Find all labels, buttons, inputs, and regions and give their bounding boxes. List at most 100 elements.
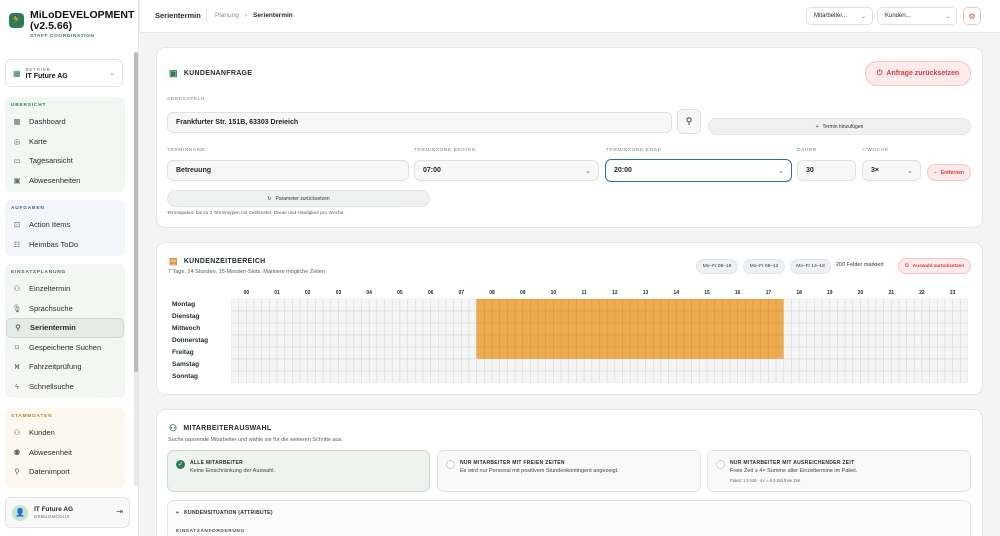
time-slot[interactable] <box>407 299 416 312</box>
time-slot[interactable] <box>514 358 523 372</box>
time-slot[interactable] <box>844 370 854 383</box>
time-slot-selected[interactable] <box>568 310 577 324</box>
time-slot[interactable] <box>261 322 270 336</box>
time-slot-selected[interactable] <box>645 299 654 312</box>
time-slot[interactable] <box>852 334 861 348</box>
time-slot[interactable] <box>875 322 884 336</box>
time-slot-selected[interactable] <box>752 334 761 348</box>
time-slot[interactable] <box>921 346 930 360</box>
time-slot[interactable] <box>445 346 454 360</box>
time-slot[interactable] <box>353 334 362 348</box>
time-slot[interactable] <box>867 299 877 312</box>
scrollbar-thumb[interactable] <box>134 52 138 372</box>
time-slot[interactable] <box>791 334 800 348</box>
time-slot[interactable] <box>261 299 270 312</box>
time-slot-selected[interactable] <box>737 346 746 360</box>
time-slot[interactable] <box>752 358 761 372</box>
time-slot[interactable] <box>821 299 831 312</box>
time-slot[interactable] <box>315 299 324 312</box>
time-slot[interactable] <box>276 334 285 348</box>
time-slot[interactable] <box>729 370 738 383</box>
time-slot[interactable] <box>284 346 293 360</box>
time-slot-selected[interactable] <box>553 334 562 348</box>
time-slot[interactable] <box>292 346 301 360</box>
time-slot-selected[interactable] <box>507 334 516 348</box>
time-slot[interactable] <box>914 322 923 336</box>
time-slot[interactable] <box>898 310 907 324</box>
time-slot-selected[interactable] <box>706 299 715 312</box>
time-slot-selected[interactable] <box>622 346 631 360</box>
entfernen-button[interactable]: − Entfernen <box>927 164 971 181</box>
time-slot-selected[interactable] <box>768 322 777 336</box>
time-slot[interactable] <box>906 322 915 336</box>
time-slot-selected[interactable] <box>583 334 593 348</box>
time-slot[interactable] <box>491 370 500 383</box>
time-slot[interactable] <box>507 370 516 383</box>
time-slot[interactable] <box>821 322 831 336</box>
time-slot-selected[interactable] <box>491 322 500 336</box>
time-slot-selected[interactable] <box>507 322 516 336</box>
time-slot[interactable] <box>722 370 731 383</box>
time-slot[interactable] <box>461 322 470 336</box>
time-slot-selected[interactable] <box>591 322 600 336</box>
time-slot-selected[interactable] <box>537 322 547 336</box>
time-slot[interactable] <box>944 310 953 324</box>
time-slot[interactable] <box>246 370 255 383</box>
time-slot[interactable] <box>530 358 539 372</box>
time-slot[interactable] <box>890 358 900 372</box>
time-slot[interactable] <box>829 322 838 336</box>
option-freie-zeiten[interactable]: NUR MITARBEITER MIT FREIEN ZEITEN Es wir… <box>437 450 701 492</box>
time-slot-selected[interactable] <box>775 310 785 324</box>
time-slot-selected[interactable] <box>537 346 547 360</box>
time-slot[interactable] <box>253 370 262 383</box>
time-slot[interactable] <box>791 322 800 336</box>
time-slot[interactable] <box>860 334 869 348</box>
time-slot[interactable] <box>652 358 662 372</box>
time-slot[interactable] <box>745 358 754 372</box>
time-slot-selected[interactable] <box>576 310 585 324</box>
time-slot-selected[interactable] <box>606 299 616 312</box>
time-slot[interactable] <box>660 358 669 372</box>
time-slot[interactable] <box>952 358 961 372</box>
time-slot-selected[interactable] <box>530 346 539 360</box>
time-slot[interactable] <box>361 358 370 372</box>
time-slot[interactable] <box>583 370 593 383</box>
time-slot[interactable] <box>476 370 485 383</box>
time-slot[interactable] <box>307 358 316 372</box>
time-slot[interactable] <box>537 358 547 372</box>
time-slot-selected[interactable] <box>599 346 608 360</box>
time-slot-selected[interactable] <box>576 299 585 312</box>
time-slot-selected[interactable] <box>476 334 485 348</box>
sidebar-item-datenimport[interactable]: ⚲ Datenimport <box>6 462 124 482</box>
time-slot[interactable] <box>391 346 401 360</box>
sidebar-item-kunden[interactable]: ⚇ Kunden <box>6 423 124 443</box>
time-slot[interactable] <box>914 370 923 383</box>
time-slot[interactable] <box>622 358 631 372</box>
time-slot[interactable] <box>783 299 792 312</box>
time-slot-selected[interactable] <box>545 334 554 348</box>
check-icon[interactable]: ✓ <box>176 460 185 469</box>
time-slot[interactable] <box>384 358 393 372</box>
time-slot[interactable] <box>568 370 577 383</box>
terminname-input[interactable]: Betreuung <box>167 160 409 181</box>
time-slot[interactable] <box>921 358 930 372</box>
time-slot-selected[interactable] <box>699 310 708 324</box>
time-slot[interactable] <box>361 322 370 336</box>
time-slot-selected[interactable] <box>691 299 700 312</box>
time-slot-selected[interactable] <box>775 334 785 348</box>
time-slot-selected[interactable] <box>722 310 731 324</box>
time-slot[interactable] <box>714 358 723 372</box>
time-slot[interactable] <box>238 346 247 360</box>
time-slot[interactable] <box>338 322 347 336</box>
time-slot[interactable] <box>261 310 270 324</box>
time-slot[interactable] <box>860 310 869 324</box>
time-slot[interactable] <box>837 370 846 383</box>
time-slot-selected[interactable] <box>683 334 692 348</box>
time-slot[interactable] <box>246 358 255 372</box>
time-slot[interactable] <box>929 370 938 383</box>
time-slot-selected[interactable] <box>706 310 715 324</box>
time-slot-selected[interactable] <box>683 310 692 324</box>
time-slot[interactable] <box>852 322 861 336</box>
time-slot-selected[interactable] <box>568 346 577 360</box>
time-slot-selected[interactable] <box>522 310 531 324</box>
